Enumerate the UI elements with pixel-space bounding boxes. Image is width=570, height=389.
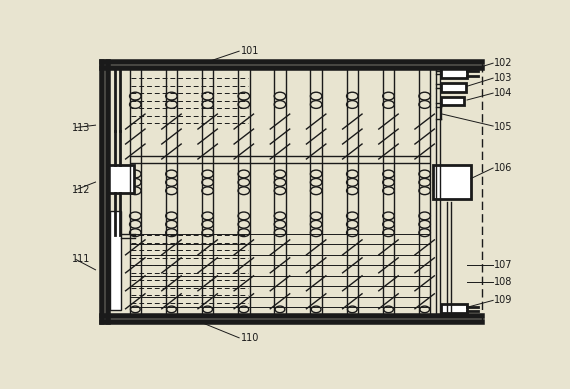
Bar bbox=[441, 97, 463, 105]
Text: 108: 108 bbox=[494, 277, 512, 287]
Text: 109: 109 bbox=[494, 295, 512, 305]
Text: 101: 101 bbox=[241, 46, 260, 56]
Bar bbox=[441, 83, 466, 92]
Text: 112: 112 bbox=[72, 186, 91, 195]
Text: 105: 105 bbox=[494, 122, 512, 131]
Bar bbox=[110, 212, 121, 310]
Text: 103: 103 bbox=[494, 73, 512, 83]
Text: 106: 106 bbox=[494, 163, 512, 173]
Text: 110: 110 bbox=[241, 333, 260, 343]
Text: 107: 107 bbox=[494, 260, 512, 270]
Text: 111: 111 bbox=[72, 254, 91, 265]
Text: 113: 113 bbox=[72, 123, 91, 133]
Text: 104: 104 bbox=[494, 88, 512, 98]
Bar bbox=[441, 68, 467, 78]
Text: 102: 102 bbox=[494, 58, 512, 68]
Bar bbox=[441, 304, 467, 313]
Bar bbox=[108, 165, 134, 193]
Bar bbox=[433, 165, 471, 200]
